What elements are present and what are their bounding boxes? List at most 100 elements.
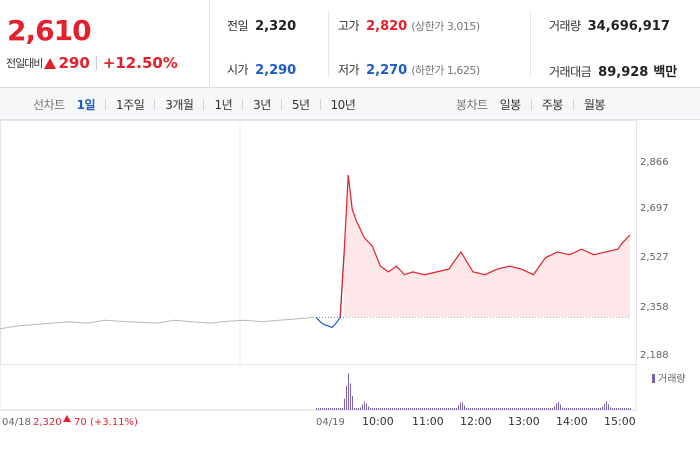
period-daily[interactable]: 일봉 [499,97,522,112]
change-percent: +12.50% [102,54,178,72]
volume-bar [554,406,555,410]
period-10y[interactable]: 10년 [330,97,356,112]
volume-bar [366,403,367,410]
volume-bar [616,408,617,410]
volume-bar [484,408,485,410]
divider [328,10,329,78]
volume-bar [380,408,381,410]
volume-bar [414,408,415,410]
up-arrow-icon [63,415,71,422]
volume-bar [372,408,373,410]
volume-bar [432,408,433,410]
stat-label: 거래대금 [549,65,592,79]
divider [242,98,244,110]
period-1d[interactable]: 1일 [76,97,96,112]
volume-bar [376,408,377,410]
volume-bar [568,408,569,410]
volume-bar [464,405,465,410]
volume-bar [450,408,451,410]
divider [530,98,532,110]
volume-bar [630,408,631,410]
volume-bar [418,408,419,410]
volume-bar [468,408,469,410]
volume-bar [572,408,573,410]
prev-day-close: 2,320 [33,417,62,428]
volume-bar [410,408,411,410]
volume-bar [368,406,369,410]
x-time-label: 11:00 [412,415,444,428]
volume-bar [482,408,483,410]
volume-bar [528,408,529,410]
stat-volume: 거래량 34,696,917 [549,17,670,34]
line-chart-periods: 선차트 1일 1주일 3개월 1년 3년 5년 10년 [33,88,357,120]
volume-bar [452,408,453,410]
divider [530,10,531,78]
volume-bar [556,403,557,410]
volume-bar [584,408,585,410]
volume-bar [398,408,399,410]
volume-bar [440,408,441,410]
divider [203,98,205,110]
volume-bar [326,408,327,410]
volume-legend-swatch [652,374,655,383]
divider [95,56,97,70]
period-1y[interactable]: 1년 [214,97,233,112]
volume-bar [592,408,593,410]
x-time-label: 14:00 [556,415,588,428]
stat-value: 34,696,917 [587,19,670,34]
volume-bar [444,408,445,410]
volume-bar [508,408,509,410]
stat-value: 2,320 [255,19,297,34]
period-1w[interactable]: 1주일 [116,97,145,112]
price-chart[interactable]: 2,866 2,697 2,527 2,358 2,188 거래량 04/18 … [0,120,700,450]
volume-bar [516,408,517,410]
volume-bar [550,408,551,410]
volume-bar [562,407,563,410]
period-3m[interactable]: 3개월 [165,97,194,112]
volume-bar [570,408,571,410]
period-monthly[interactable]: 월봉 [583,97,606,112]
volume-bar [564,408,565,410]
volume-bar [458,405,459,410]
volume-bar [324,408,325,410]
volume-bar [574,408,575,410]
period-3y[interactable]: 3년 [253,97,271,112]
up-arrow-icon [44,57,57,69]
chart-toolbar: 선차트 1일 1주일 3개월 1년 3년 5년 10년 봉차트 일봉 주봉 월봉 [0,88,700,120]
volume-bar [608,404,609,410]
volume-bar [538,408,539,410]
volume-bar [328,408,329,410]
volume-bar [496,408,497,410]
volume-bar [340,408,341,410]
y-tick-label: 2,697 [640,203,669,214]
volume-bar [518,408,519,410]
volume-bar [476,408,477,410]
volume-bar [396,408,397,410]
volume-bar [626,408,627,410]
volume-bar [378,408,379,410]
volume-bar [316,408,317,410]
volume-bar [620,408,621,410]
volume-bar [406,408,407,410]
x-day-label: 04/19 [316,417,345,428]
period-5y[interactable]: 5년 [291,97,310,112]
period-weekly[interactable]: 주봉 [541,97,564,112]
volume-bar [356,408,357,410]
volume-bar [522,408,523,410]
y-axis: 2,866 2,697 2,527 2,358 2,188 [640,157,669,361]
volume-bar [320,408,321,410]
volume-bar [430,408,431,410]
volume-bar [532,408,533,410]
price-block: 2,610 전일대비 290 +12.50% [0,0,210,88]
stat-prev-close: 전일 2,320 [227,17,296,34]
stat-unit: 백만 [653,65,678,80]
volume-bar [456,408,457,410]
stat-trade-value: 거래대금 89,928 백만 [549,61,677,80]
volume-bar [350,383,351,410]
volume-bar [602,406,603,410]
volume-bar [346,385,347,410]
volume-bar [486,408,487,410]
volume-bar [426,408,427,410]
volume-bar [402,408,403,410]
volume-bar [610,407,611,410]
